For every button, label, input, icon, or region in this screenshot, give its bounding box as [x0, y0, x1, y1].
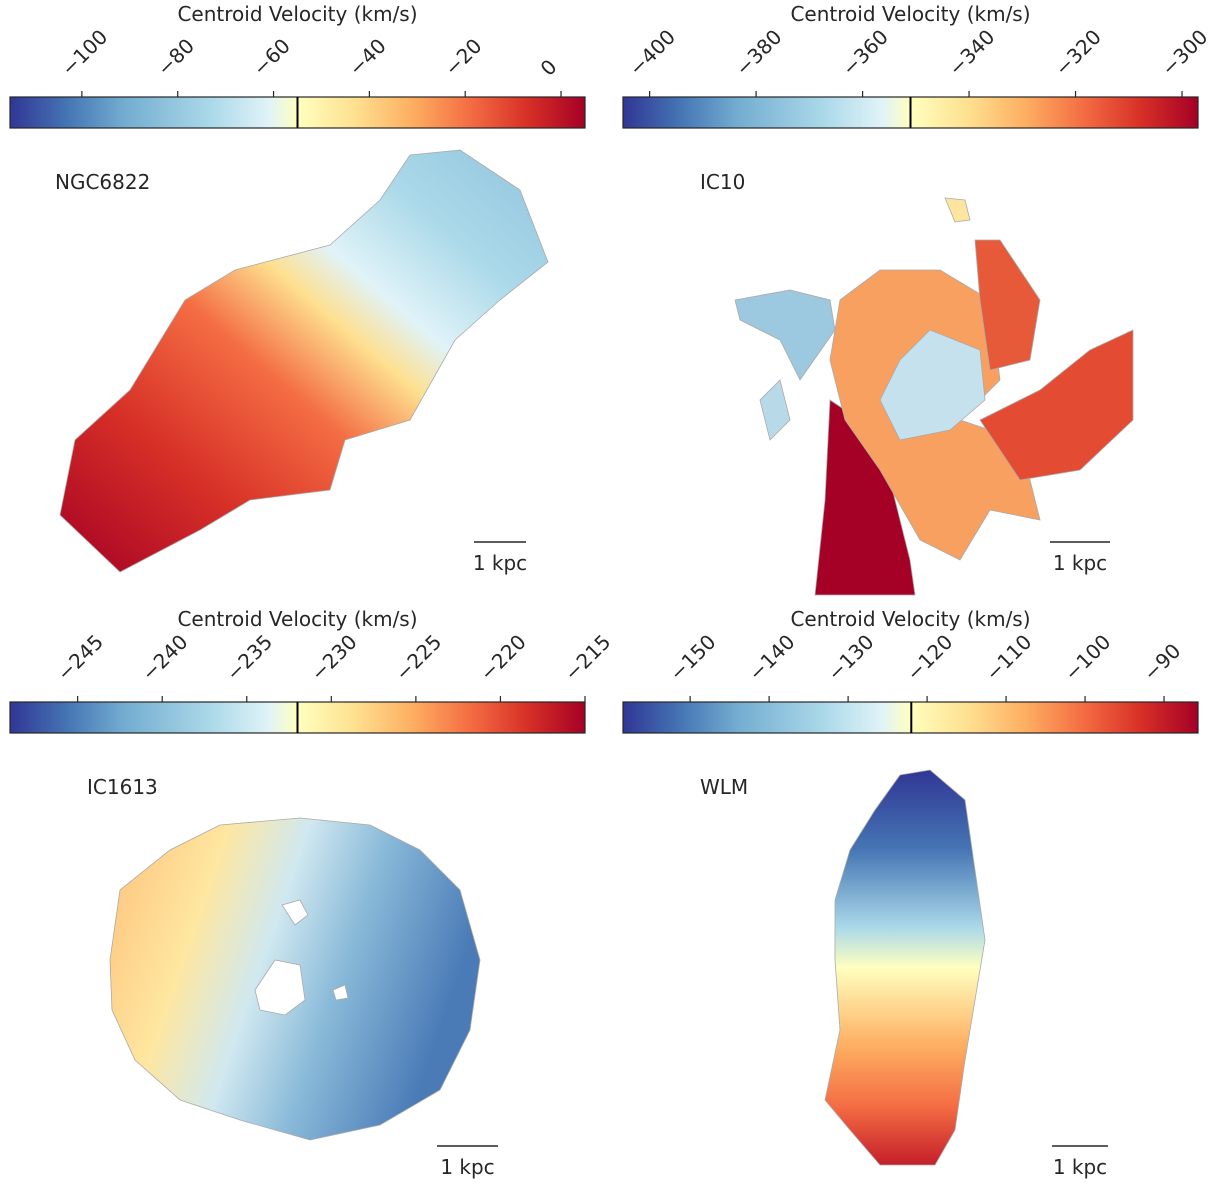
colorbar-tick-label: −150: [665, 630, 721, 686]
colorbar-tick-label: −340: [944, 25, 1000, 81]
colorbar-tick-label: −245: [52, 630, 108, 686]
colorbar-label: Centroid Velocity (km/s): [177, 2, 417, 26]
colorbar-tick-label: −60: [248, 34, 295, 81]
galaxy-name: NGC6822: [55, 170, 150, 194]
colorbar-tick-label: −215: [560, 630, 616, 686]
colorbar-label: Centroid Velocity (km/s): [177, 607, 417, 631]
colorbar-tick-label: 0: [536, 55, 562, 81]
colorbar-tick-label: −360: [837, 25, 893, 81]
colorbar-tick-label: −110: [981, 630, 1037, 686]
map-ic10: [734, 197, 1134, 596]
colorbar-tick-label: −240: [137, 630, 193, 686]
map-ngc6822: [59, 149, 549, 573]
colorbar-label: Centroid Velocity (km/s): [790, 2, 1030, 26]
colorbar-tick-label: −140: [744, 630, 800, 686]
map-ic1613-holes: [254, 899, 349, 1016]
colorbar-label: Centroid Velocity (km/s): [790, 607, 1030, 631]
colorbar-tick-label: −380: [731, 25, 787, 81]
colorbar-tick-label: −220: [475, 630, 531, 686]
scale-bar-label: 1 kpc: [1053, 1155, 1107, 1179]
colorbar-tick-label: −90: [1139, 639, 1186, 686]
map-wlm: [824, 769, 986, 1166]
scale-bar-label: 1 kpc: [440, 1155, 494, 1179]
colorbar-tick-label: −230: [306, 630, 362, 686]
galaxy-name: WLM: [700, 775, 748, 799]
scale-bar-label: 1 kpc: [473, 551, 527, 575]
colorbar-tick-label: −80: [152, 34, 199, 81]
colorbar-tick-label: −130: [823, 630, 879, 686]
colorbar-tick-label: −225: [390, 630, 446, 686]
colorbar-tick-label: −40: [344, 34, 391, 81]
galaxy-name: IC1613: [87, 775, 158, 799]
colorbar-tick-label: −100: [1060, 630, 1116, 686]
colorbar-tick-label: −300: [1157, 25, 1211, 81]
colorbar-tick-label: −120: [902, 630, 958, 686]
galaxy-name: IC10: [700, 170, 745, 194]
colorbar-tick-label: −100: [56, 25, 112, 81]
velocity-maps: [59, 149, 1134, 1166]
colorbar-tick-label: −400: [624, 25, 680, 81]
colorbar-tick-label: −235: [221, 630, 277, 686]
colorbar-tick-label: −320: [1050, 25, 1106, 81]
colorbar-tick-label: −20: [440, 34, 487, 81]
scale-bar-label: 1 kpc: [1053, 551, 1107, 575]
